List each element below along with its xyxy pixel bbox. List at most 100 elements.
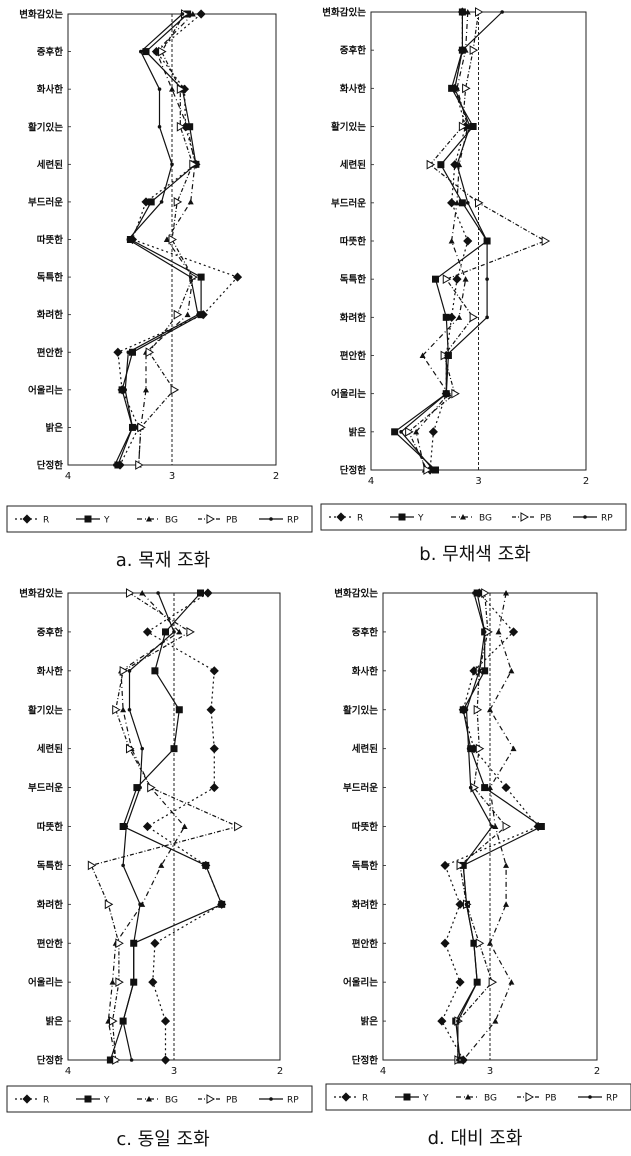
data-point-bg <box>503 862 510 868</box>
data-point-bg <box>189 11 196 17</box>
data-point-rp <box>131 980 136 984</box>
data-point-pb <box>462 83 471 94</box>
data-point-pb <box>115 977 124 988</box>
data-point-y <box>197 589 204 597</box>
data-point-y <box>437 161 445 169</box>
data-point-pb <box>488 977 498 988</box>
data-point-y <box>197 311 205 319</box>
data-point-pb <box>135 460 144 470</box>
data-point-pb <box>475 743 485 754</box>
data-point-rp <box>475 980 479 984</box>
data-point-bg <box>456 314 463 320</box>
data-point-y <box>197 273 205 281</box>
legend-label-pb: PB <box>226 1096 238 1106</box>
data-point-bg <box>120 706 127 713</box>
data-point-pb <box>87 860 97 871</box>
category-label: 따뜻한 <box>340 236 366 248</box>
data-point-y <box>218 900 226 908</box>
data-point-rp <box>456 1019 460 1023</box>
data-point-bg <box>153 48 160 55</box>
legend-label-r: R <box>357 514 363 524</box>
data-point-rp <box>170 162 174 167</box>
data-point-y <box>162 628 170 636</box>
chart-panel-1: 변화감있는중후한화사한활기있는세련된부드러운따뜻한독특한화려한편안한어울리는밝은… <box>6 9 313 571</box>
legend-label-r: R <box>362 1094 368 1104</box>
category-label: 세련된 <box>37 159 63 171</box>
category-label: 세련된 <box>340 159 366 171</box>
data-point-pb <box>170 384 180 395</box>
series-line-pb <box>90 592 240 1061</box>
data-point-r <box>113 347 123 357</box>
data-point-bg <box>508 667 515 674</box>
panel-caption: c. 동일 조화 <box>116 1129 209 1150</box>
panel-caption: a. 목재 조화 <box>116 550 210 571</box>
data-point-pb <box>442 274 452 285</box>
data-point-pb <box>145 347 155 358</box>
data-point-rp <box>399 430 403 434</box>
x-tick-label: 2 <box>594 1066 600 1077</box>
category-label: 따뜻한 <box>352 821 378 833</box>
data-point-pb <box>158 46 167 57</box>
data-point-y <box>142 48 150 56</box>
data-point-y <box>186 123 194 131</box>
data-point-rp <box>159 200 164 204</box>
data-point-r <box>160 1016 171 1026</box>
chart-panel-2: 변화감있는중후한화사한활기있는세련된부드러운따뜻한독특한화려한편안한어울리는밝은… <box>320 7 627 565</box>
data-point-pb <box>405 426 414 437</box>
data-point-r <box>203 588 213 598</box>
data-point-y <box>458 199 466 207</box>
data-point-y <box>202 861 210 869</box>
data-point-y <box>151 667 159 675</box>
data-point-r <box>463 236 473 246</box>
data-point-bg <box>184 311 191 318</box>
data-point-rp <box>464 902 469 907</box>
data-point-rp <box>472 591 476 595</box>
data-point-r <box>209 744 219 754</box>
data-point-pb <box>469 45 479 56</box>
legend-marker-bg <box>465 1094 471 1100</box>
category-label: 중후한 <box>37 46 63 58</box>
data-point-rp <box>172 630 176 634</box>
legend-marker-r <box>22 514 32 524</box>
category-label: 세련된 <box>352 743 378 755</box>
data-point-bg <box>419 352 426 358</box>
data-point-y <box>147 198 155 206</box>
data-point-rp <box>477 669 482 673</box>
data-point-bg <box>462 47 469 53</box>
chart-panel-4: 변화감있는중후한화사한활기있는세련된부드러운따뜻한독특한화려한편안한어울리는밝은… <box>325 588 631 1149</box>
data-point-rp <box>465 201 470 205</box>
legend-marker-bg <box>146 516 152 522</box>
legend-label-bg: BG <box>479 514 492 524</box>
data-point-rp <box>129 1058 134 1062</box>
data-point-pb <box>458 121 468 132</box>
data-point-y <box>119 823 127 830</box>
legend: R Y BG PB RP <box>6 505 313 533</box>
legend-marker-rp <box>588 1095 592 1099</box>
legend: R Y BG PB RP <box>320 503 627 531</box>
legend-marker-rp <box>269 1097 273 1101</box>
data-point-rp <box>472 941 476 946</box>
data-point-pb <box>475 7 484 17</box>
legend-marker-pb <box>206 514 216 524</box>
legend-label-y: Y <box>422 1094 429 1104</box>
data-point-r <box>148 977 158 987</box>
data-point-rp <box>490 824 494 829</box>
data-point-pb <box>125 743 135 754</box>
data-point-r <box>440 860 450 870</box>
data-point-rp <box>456 1058 460 1062</box>
category-label: 어울리는 <box>331 388 366 400</box>
data-point-rp <box>464 707 469 712</box>
legend-label-bg: BG <box>484 1094 497 1104</box>
data-point-pb <box>473 704 483 715</box>
category-label: 세련된 <box>37 743 63 755</box>
category-label: 화사한 <box>352 665 378 677</box>
data-point-r <box>206 705 216 715</box>
data-point-r <box>508 627 519 637</box>
data-point-bg <box>462 276 469 282</box>
x-tick-label: 3 <box>171 1066 177 1077</box>
x-tick-label: 2 <box>277 1066 283 1077</box>
data-point-pb <box>109 1016 118 1026</box>
data-point-rp <box>485 277 489 281</box>
data-point-bg <box>492 1018 499 1024</box>
category-label: 독특한 <box>340 274 366 286</box>
